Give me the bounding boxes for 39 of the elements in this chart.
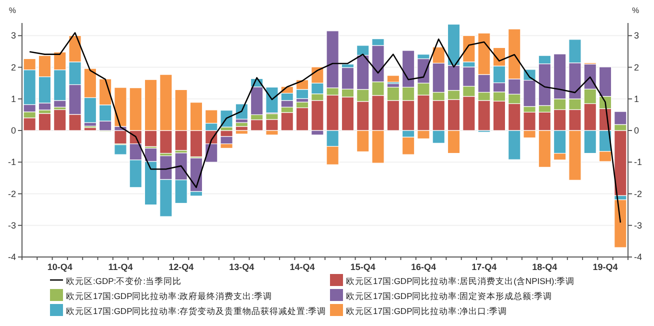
y2-tick-label: -2 bbox=[634, 188, 642, 199]
y2-tick-label: 0 bbox=[634, 126, 640, 136]
legend-item: 欧元区17国:GDP同比拉动率:政府最终消费支出:季调 bbox=[50, 289, 272, 301]
y-tick-label: 2 bbox=[10, 62, 16, 72]
y-tick-label: -3 bbox=[8, 220, 16, 230]
legend-item: 欧元区17国:GDP同比拉动率:净出口:季调 bbox=[330, 304, 507, 316]
y-tick-label: 1 bbox=[10, 94, 16, 104]
x-tick-label: 18-Q4 bbox=[532, 262, 558, 272]
x-tick-label: 17-Q4 bbox=[472, 262, 497, 272]
legend-item: 欧元区:GDP:不变价:当季同比 bbox=[50, 276, 182, 286]
x-tick-label: 15-Q4 bbox=[350, 262, 376, 272]
legend-label: 欧元区17国:GDP同比拉动率:固定资本形成总额:季调 bbox=[346, 291, 552, 301]
y-tick-label: 0 bbox=[10, 126, 16, 136]
y2-tick-label: -1 bbox=[634, 157, 642, 168]
y2-tick-label: 2 bbox=[634, 62, 640, 72]
legend-item: 欧元区17国:GDP同比拉动率:存货变动及贵重物品获得减处置:季调 bbox=[50, 304, 326, 316]
y2-tick-label: 1 bbox=[634, 94, 640, 104]
x-tick-label: 16-Q4 bbox=[410, 262, 436, 272]
y-tick-label: -2 bbox=[8, 188, 16, 199]
y2-axis-title: % bbox=[632, 6, 640, 15]
y2-tick-label: 3 bbox=[634, 30, 640, 41]
legend-label: 欧元区17国:GDP同比拉动率:净出口:季调 bbox=[346, 306, 507, 316]
legend-item: 欧元区17国:GDP同比拉动率:固定资本形成总额:季调 bbox=[330, 289, 552, 301]
x-tick-label: 11-Q4 bbox=[108, 262, 133, 272]
legend-label: 欧元区17国:GDP同比拉动率:居民消费支出(含NPISH):季调 bbox=[346, 276, 575, 286]
legend-label: 欧元区17国:GDP同比拉动率:存货变动及贵重物品获得减处置:季调 bbox=[66, 306, 326, 316]
y-tick-label: 3 bbox=[10, 30, 16, 41]
legend-label: 欧元区17国:GDP同比拉动率:政府最终消费支出:季调 bbox=[66, 291, 272, 301]
y-tick-label: -1 bbox=[8, 157, 16, 168]
x-tick-label: 14-Q4 bbox=[290, 262, 315, 272]
y-axis-title: % bbox=[8, 6, 16, 15]
y2-tick-label: -4 bbox=[634, 252, 642, 262]
x-tick-label: 10-Q4 bbox=[47, 262, 72, 272]
y-tick-label: -4 bbox=[8, 252, 16, 262]
y2-tick-label: -3 bbox=[634, 220, 642, 230]
x-tick-label: 12-Q4 bbox=[168, 262, 194, 272]
x-tick-label: 13-Q4 bbox=[229, 262, 254, 272]
legend-item: 欧元区17国:GDP同比拉动率:居民消费支出(含NPISH):季调 bbox=[330, 274, 575, 286]
x-tick-label: 19-Q4 bbox=[592, 262, 618, 272]
